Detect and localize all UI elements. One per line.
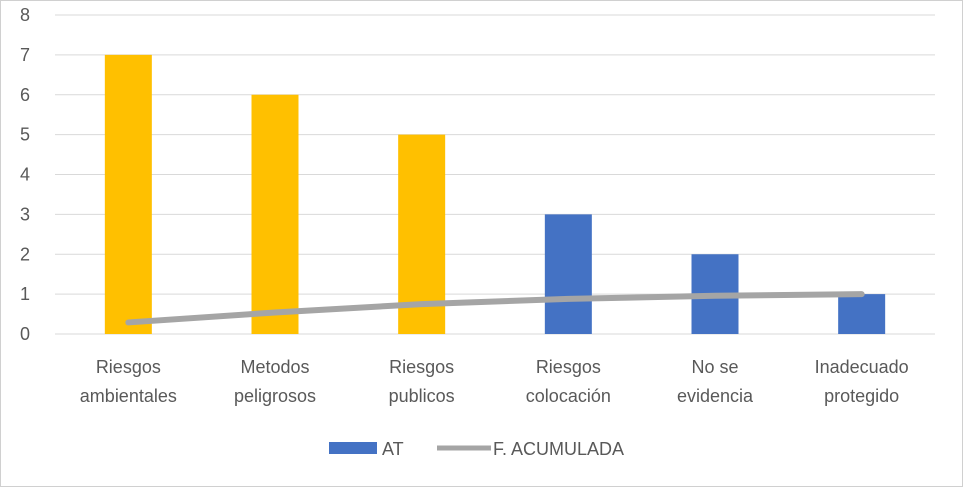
y-tick-label: 8 [20,5,30,25]
bar [251,94,299,334]
x-tick-label: Metodos [240,357,309,377]
legend-label-at: AT [382,439,404,459]
y-tick-label: 2 [20,244,30,264]
bars [104,54,886,334]
gridlines [55,14,935,335]
x-tick-label: Inadecuado [815,357,909,377]
y-tick-label: 0 [20,324,30,344]
legend-swatch-at [329,442,377,454]
x-tick-label: publicos [389,386,455,406]
x-tick-label: protegido [824,386,899,406]
cumulative-line [125,291,865,326]
x-axis-ticks: Riesgos ambientales Metodos peligrosos Riesg… [80,357,909,406]
legend-label-f-acumulada: F. ACUMULADA [493,439,624,459]
bar [104,54,152,334]
x-tick-label: ambientales [80,386,177,406]
x-tick-label: colocación [526,386,611,406]
x-tick-label: evidencia [677,386,754,406]
x-tick-label: Riesgos [389,357,454,377]
x-tick-label: Riesgos [96,357,161,377]
y-tick-label: 6 [20,85,30,105]
y-axis-ticks: 0 1 2 3 4 5 6 7 8 [20,5,30,344]
bar [544,214,592,334]
y-tick-label: 4 [20,165,30,185]
legend: AT F. ACUMULADA [329,439,624,459]
x-tick-label: No se [691,357,738,377]
x-tick-label: Riesgos [536,357,601,377]
y-tick-label: 1 [20,284,30,304]
cumulative-line-path [125,291,865,326]
y-tick-label: 3 [20,204,30,224]
y-tick-label: 7 [20,45,30,65]
y-tick-label: 5 [20,125,30,145]
bar [838,294,886,334]
x-tick-label: peligrosos [234,386,316,406]
